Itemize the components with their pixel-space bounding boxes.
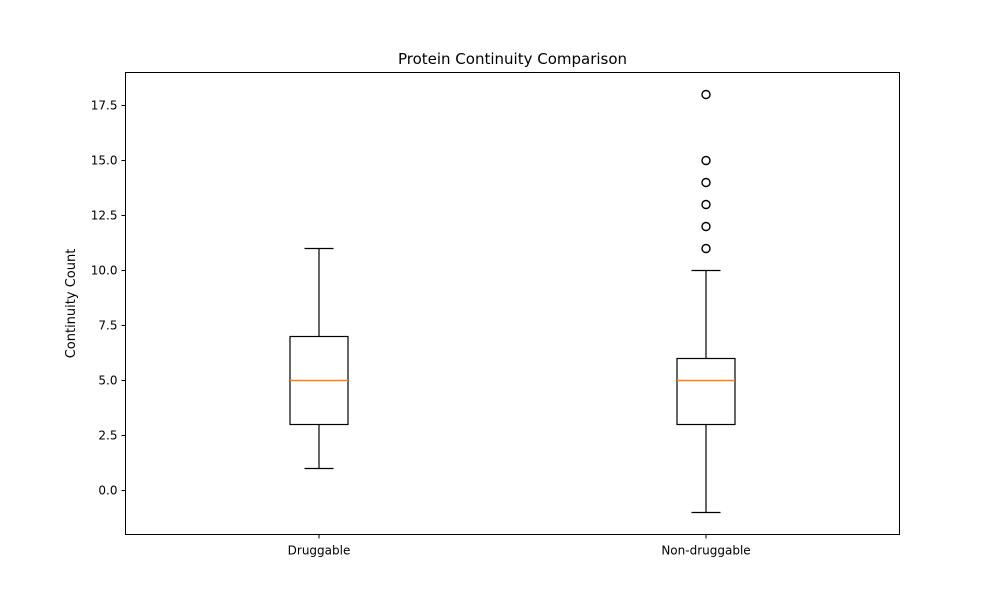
x-tick-label: Druggable [288,544,351,558]
outlier-point [701,89,711,100]
y-tick-label: 10.0 [91,264,118,278]
outlier-point [701,199,711,210]
y-tick-label: 12.5 [91,209,118,223]
outlier-point [701,221,711,232]
y-tick-label: 17.5 [91,99,118,113]
y-tick-label: 15.0 [91,154,118,168]
plot-area [289,89,736,514]
axes-frame [125,72,900,535]
outlier-point [701,243,711,254]
outlier-point [701,177,711,188]
iqr-box [676,357,736,426]
x-tick-label: Non-druggable [661,544,750,558]
outlier-point [701,155,711,166]
y-tick-label: 5.0 [98,374,117,388]
y-axis-label: Continuity Count [64,249,79,359]
y-tick-label: 2.5 [98,429,117,443]
chart-title: Protein Continuity Comparison [398,50,627,68]
y-tick-label: 7.5 [98,319,117,333]
y-tick-label: 0.0 [98,484,117,498]
